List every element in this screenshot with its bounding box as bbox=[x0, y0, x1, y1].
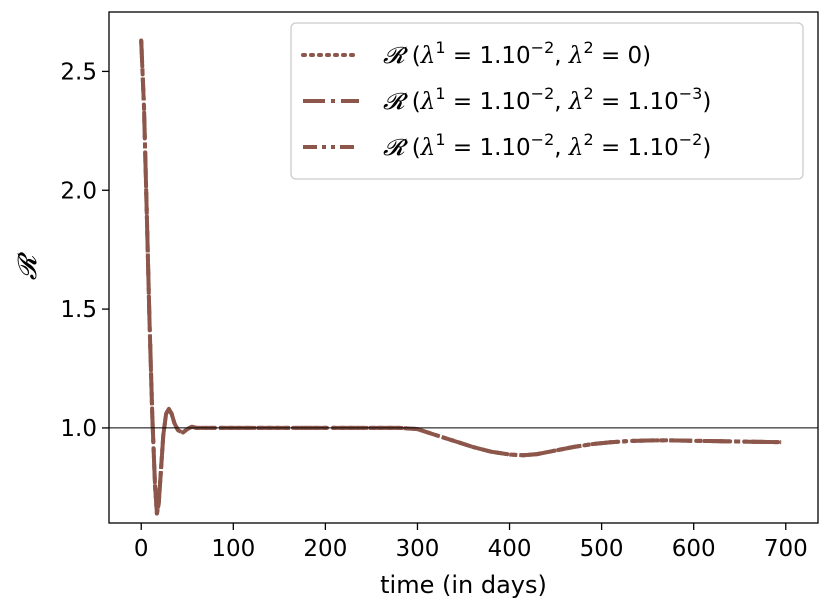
x-tick-label: 600 bbox=[672, 536, 716, 562]
y-axis-label: 𝓡 bbox=[13, 251, 43, 280]
y-tick-label: 2.5 bbox=[60, 59, 97, 85]
x-tick-label: 400 bbox=[488, 536, 532, 562]
x-tick-label: 0 bbox=[134, 536, 149, 562]
y-tick-label: 1.5 bbox=[60, 297, 97, 323]
x-tick-label: 200 bbox=[303, 536, 347, 562]
legend-label-2: 𝓡 (λ1 = 1.10−2, λ2 = 1.10−3) bbox=[383, 84, 711, 115]
y-tick-label: 1.0 bbox=[60, 416, 97, 442]
plot-frame bbox=[108, 11, 819, 524]
legend-label-1: 𝓡 (λ1 = 1.10−2, λ2 = 0) bbox=[383, 38, 651, 69]
legend-label-3: 𝓡 (λ1 = 1.10−2, λ2 = 1.10−2) bbox=[383, 130, 711, 161]
x-axis-label: time (in days) bbox=[380, 571, 547, 599]
y-axis: 1.0 1.5 2.0 2.5 bbox=[60, 59, 109, 442]
series-line-3 bbox=[139, 40, 782, 516]
x-tick-label: 500 bbox=[580, 536, 624, 562]
x-axis: 0 100 200 300 400 500 600 700 bbox=[134, 523, 808, 562]
y-tick-label: 2.0 bbox=[60, 178, 97, 204]
x-tick-label: 700 bbox=[764, 536, 808, 562]
x-tick-label: 300 bbox=[396, 536, 440, 562]
x-tick-label: 100 bbox=[211, 536, 255, 562]
legend-box bbox=[290, 22, 804, 180]
legend: 𝓡 (λ1 = 1.10−2, λ2 = 0) 𝓡 (λ1 = 1.10−2, λ… bbox=[290, 22, 804, 180]
